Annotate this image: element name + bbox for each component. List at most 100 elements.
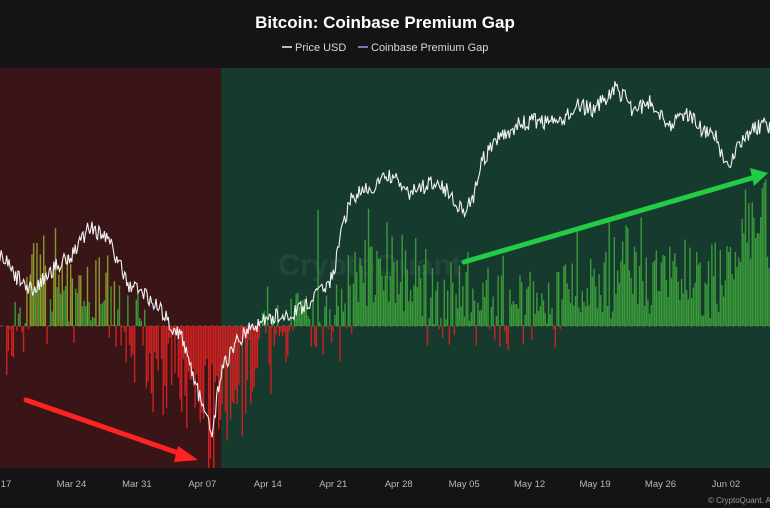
gap-bar [738,257,740,326]
gap-bar [655,250,658,326]
gap-bar [696,251,698,326]
gap-bar [144,309,146,326]
gap-bar [128,326,131,345]
gap-bar [19,307,21,326]
gap-bar [308,318,311,326]
gap-bar [32,242,35,326]
gap-bar [66,254,68,326]
gap-bar [246,326,249,381]
gap-bar [130,326,132,358]
gap-bar [386,222,388,326]
gap-bar [68,321,70,326]
gap-bar [517,308,520,326]
gap-bar [85,306,87,326]
gap-bar [547,282,550,326]
gap-bar [142,326,144,346]
gap-bar [721,285,723,326]
gap-bar [108,326,111,338]
gap-bar [213,326,215,468]
bullish-zone [221,68,770,468]
gap-bar [573,305,575,326]
gap-bar [103,300,106,326]
gap-bar [39,254,42,326]
gap-bar [250,326,252,404]
gap-bar [531,326,533,340]
gap-bar [61,261,63,326]
gap-bar [381,275,383,326]
gap-bar [339,326,341,362]
gap-bar [282,326,284,336]
gap-bar [642,280,644,326]
gap-bar [748,203,750,326]
gap-bar [657,290,659,326]
gap-bar [746,242,748,326]
gap-bar [36,242,38,326]
gap-bar [201,326,203,413]
gap-bar [165,326,168,408]
gap-bar [675,266,678,326]
gap-bar [248,326,250,340]
gap-bar [679,300,681,326]
gap-bar [251,326,254,392]
gap-bar [457,308,459,326]
gap-bar [96,325,99,326]
gap-bar [460,306,462,326]
gap-bar [632,293,634,326]
gap-bar [362,283,365,326]
gap-bar [645,257,647,326]
gap-bar [209,326,212,459]
gap-bar [610,318,612,326]
gap-bar [127,295,129,326]
gap-bar [179,326,181,400]
gap-bar [733,279,735,326]
gap-bar [320,325,323,326]
gap-bar [643,306,646,326]
gap-bar [223,326,225,369]
gap-bar [98,257,100,326]
gap-bar [118,285,121,326]
gap-bar [685,290,688,326]
gap-bar [352,283,355,326]
gap-bar [389,276,392,326]
gap-bar [403,311,405,326]
gap-bar [295,293,297,326]
gap-bar [593,268,595,326]
gap-bar [564,264,567,326]
gap-bar [218,326,220,429]
legend-price-label[interactable]: Price USD [295,42,346,54]
gap-bar [351,326,353,334]
gap-bar [542,300,545,326]
gap-bar [435,290,437,326]
gap-bar [522,326,525,345]
gap-bar [271,317,274,326]
x-tick-label: May 19 [579,479,610,490]
gap-bar [21,326,23,333]
gap-bar [682,293,684,326]
gap-bar [601,312,604,326]
gap-bar [697,264,700,326]
gap-bar [307,316,309,326]
gap-bar [441,326,444,338]
gap-bar [608,221,610,326]
gap-bar [206,326,208,360]
legend[interactable]: Price USD Coinbase Premium Gap [282,42,488,54]
gap-bar [638,265,641,326]
gap-bar [616,270,619,326]
gap-bar [591,276,594,326]
gap-bar [505,326,508,345]
gap-bar [425,248,427,326]
gap-bar [371,246,373,326]
gap-bar [140,320,143,326]
gap-bar [204,326,206,366]
gap-bar [640,217,642,326]
legend-gap-label[interactable]: Coinbase Premium Gap [371,42,488,54]
gap-bar [17,313,20,326]
gap-bar [224,326,227,412]
gap-bar [462,285,464,326]
gap-bar [310,326,313,347]
gap-bar [317,210,319,326]
gap-bar [558,272,560,326]
gap-bar [312,299,314,326]
gap-bar [647,299,649,326]
arrow-down-head [174,446,198,462]
